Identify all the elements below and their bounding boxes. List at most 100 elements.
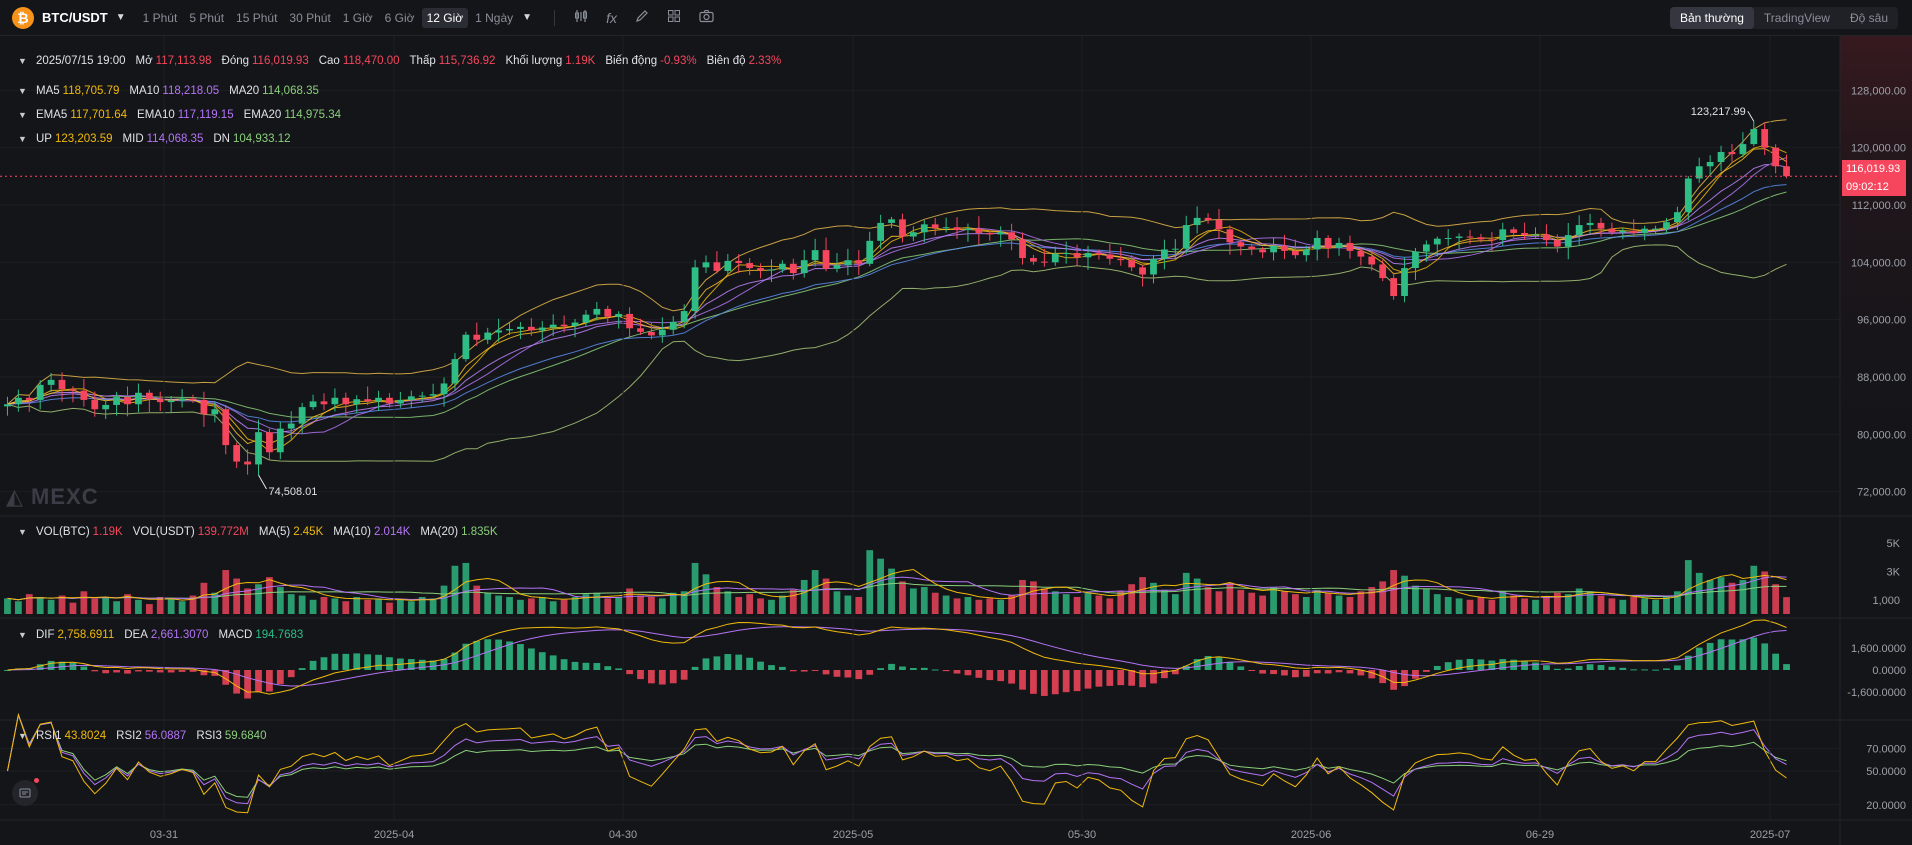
macd-histogram-bar xyxy=(1171,670,1179,675)
macd-histogram-bar xyxy=(1051,670,1059,695)
volume-bar xyxy=(1313,589,1321,614)
indicator-fx-icon[interactable]: fx xyxy=(606,9,617,26)
candle-body xyxy=(135,392,142,405)
volume-bar xyxy=(407,601,415,614)
volume-bar xyxy=(462,562,470,614)
interval-1m[interactable]: 1 Phút xyxy=(142,10,178,25)
candle-body xyxy=(1521,232,1528,236)
volume-bar xyxy=(1008,595,1015,614)
interval-dropdown-icon[interactable]: ▼ xyxy=(522,12,533,23)
macd-histogram-bar xyxy=(1346,670,1354,674)
boll-dn-value: 104,933.12 xyxy=(232,133,291,145)
draw-pencil-icon[interactable] xyxy=(635,9,649,26)
collapse-icon[interactable]: ▼ xyxy=(18,110,27,120)
candle-body xyxy=(1761,129,1769,148)
macd-histogram-bar xyxy=(451,652,459,670)
macd-histogram-bar xyxy=(353,653,361,670)
candle-body xyxy=(102,404,110,410)
macd-histogram-bar xyxy=(844,670,852,678)
interval-1h[interactable]: 1 Giờ xyxy=(342,10,373,25)
low-marker-pointer xyxy=(258,474,267,490)
macd-histogram-bar xyxy=(233,670,241,694)
macd-histogram-bar xyxy=(1433,665,1441,670)
volume-pane xyxy=(4,550,1790,614)
volume-bar xyxy=(975,599,983,614)
volume-bar xyxy=(80,591,88,614)
volume-value: 1.19K xyxy=(565,55,596,67)
settings-fab[interactable] xyxy=(12,780,38,806)
volume-legend: ▼ VOL(BTC) 1.19K VOL(USDT) 139.772M MA(5) 2… xyxy=(18,526,508,538)
kline-chart[interactable]: 123,217.99 74,508.01 128,000.00 120,000.00… xyxy=(0,36,1912,845)
macd-histogram-bar xyxy=(4,670,11,671)
candle-body xyxy=(833,265,841,269)
volume-bar xyxy=(222,570,230,614)
vol-ma10-value: 2.014K xyxy=(373,526,411,538)
view-tradingview[interactable]: TradingView xyxy=(1763,11,1830,25)
view-depth[interactable]: Độ sâu xyxy=(1849,11,1888,25)
candle-body xyxy=(986,232,994,235)
ema20-line xyxy=(7,184,1787,423)
collapse-icon[interactable]: ▼ xyxy=(18,56,27,66)
collapse-icon[interactable]: ▼ xyxy=(18,527,27,537)
collapse-icon[interactable]: ▼ xyxy=(18,134,27,144)
chevron-down-icon[interactable]: ▼ xyxy=(115,12,126,23)
volume-bar xyxy=(375,598,382,614)
macd-histogram-bar xyxy=(822,670,830,675)
macd-histogram-bar xyxy=(1444,662,1452,670)
volume-bar xyxy=(1455,598,1463,614)
boll-upper-line xyxy=(7,119,1787,405)
collapse-icon[interactable]: ▼ xyxy=(18,731,27,741)
collapse-icon[interactable]: ▼ xyxy=(18,630,27,640)
rsi-legend: ▼ RSI1 43.8024 RSI2 56.0887 RSI3 59.6840 xyxy=(18,730,276,742)
macd-histogram-bar xyxy=(702,658,710,670)
volume-bar xyxy=(353,596,361,614)
interval-6h[interactable]: 6 Giờ xyxy=(384,10,415,25)
macd-histogram-bar xyxy=(364,654,372,670)
macd-histogram-bar xyxy=(1040,670,1048,696)
volume-bar xyxy=(604,598,612,614)
ma10-label: MA10 xyxy=(129,85,160,97)
candle-body xyxy=(1226,229,1234,243)
volume-bar xyxy=(844,595,852,614)
interval-15m[interactable]: 15 Phút xyxy=(236,10,278,25)
candle-body xyxy=(1281,245,1288,251)
macd-histogram-bar xyxy=(909,668,917,670)
macd-histogram-bar xyxy=(145,670,153,672)
volume-bar xyxy=(211,592,219,614)
interval-5m[interactable]: 5 Phút xyxy=(189,10,225,25)
candle-type-icon[interactable] xyxy=(574,9,588,26)
macd-histogram-bar xyxy=(1706,642,1714,670)
rsi-axis-label: 50.0000 xyxy=(1866,766,1906,778)
layout-grid-icon[interactable] xyxy=(667,9,681,26)
pair-selector[interactable]: BTC/USDT xyxy=(42,10,108,25)
volume-bar xyxy=(1401,575,1408,614)
camera-icon[interactable] xyxy=(699,9,714,26)
macd-histogram-bar xyxy=(538,652,546,670)
candle-body xyxy=(571,322,579,327)
view-standard[interactable]: Bản thường xyxy=(1669,7,1754,29)
volume-bar xyxy=(888,568,895,614)
boll-legend: ▼ UP 123,203.59 MID 114,068.35 DN 104,933.1… xyxy=(18,133,301,145)
macd-histogram-bar xyxy=(1597,665,1605,670)
macd-histogram-bar xyxy=(833,670,841,677)
candle-body xyxy=(680,311,688,322)
macd-histogram-bar xyxy=(298,668,306,670)
vol-btc-label: VOL(BTC) xyxy=(36,526,90,538)
interval-1d[interactable]: 1 Ngày xyxy=(475,10,514,25)
last-price-tag: 116,019.93 09:02:12 xyxy=(1842,160,1906,196)
collapse-icon[interactable]: ▼ xyxy=(18,86,27,96)
time-axis-label: 2025-06 xyxy=(1291,829,1331,841)
macd-histogram-bar xyxy=(462,643,470,670)
candle-body xyxy=(331,397,339,405)
interval-30m[interactable]: 30 Phút xyxy=(289,10,331,25)
macd-histogram-bar xyxy=(1150,670,1157,684)
macd-histogram-bar xyxy=(91,670,99,672)
interval-12h[interactable]: 12 Giờ xyxy=(421,7,469,28)
macd-axis-label: 0.0000 xyxy=(1872,665,1906,677)
macd-histogram-bar xyxy=(1674,665,1681,670)
candle-body xyxy=(244,461,251,465)
volume-bar xyxy=(1750,565,1758,614)
volume-bar xyxy=(615,596,623,614)
volume-bar xyxy=(724,591,732,614)
